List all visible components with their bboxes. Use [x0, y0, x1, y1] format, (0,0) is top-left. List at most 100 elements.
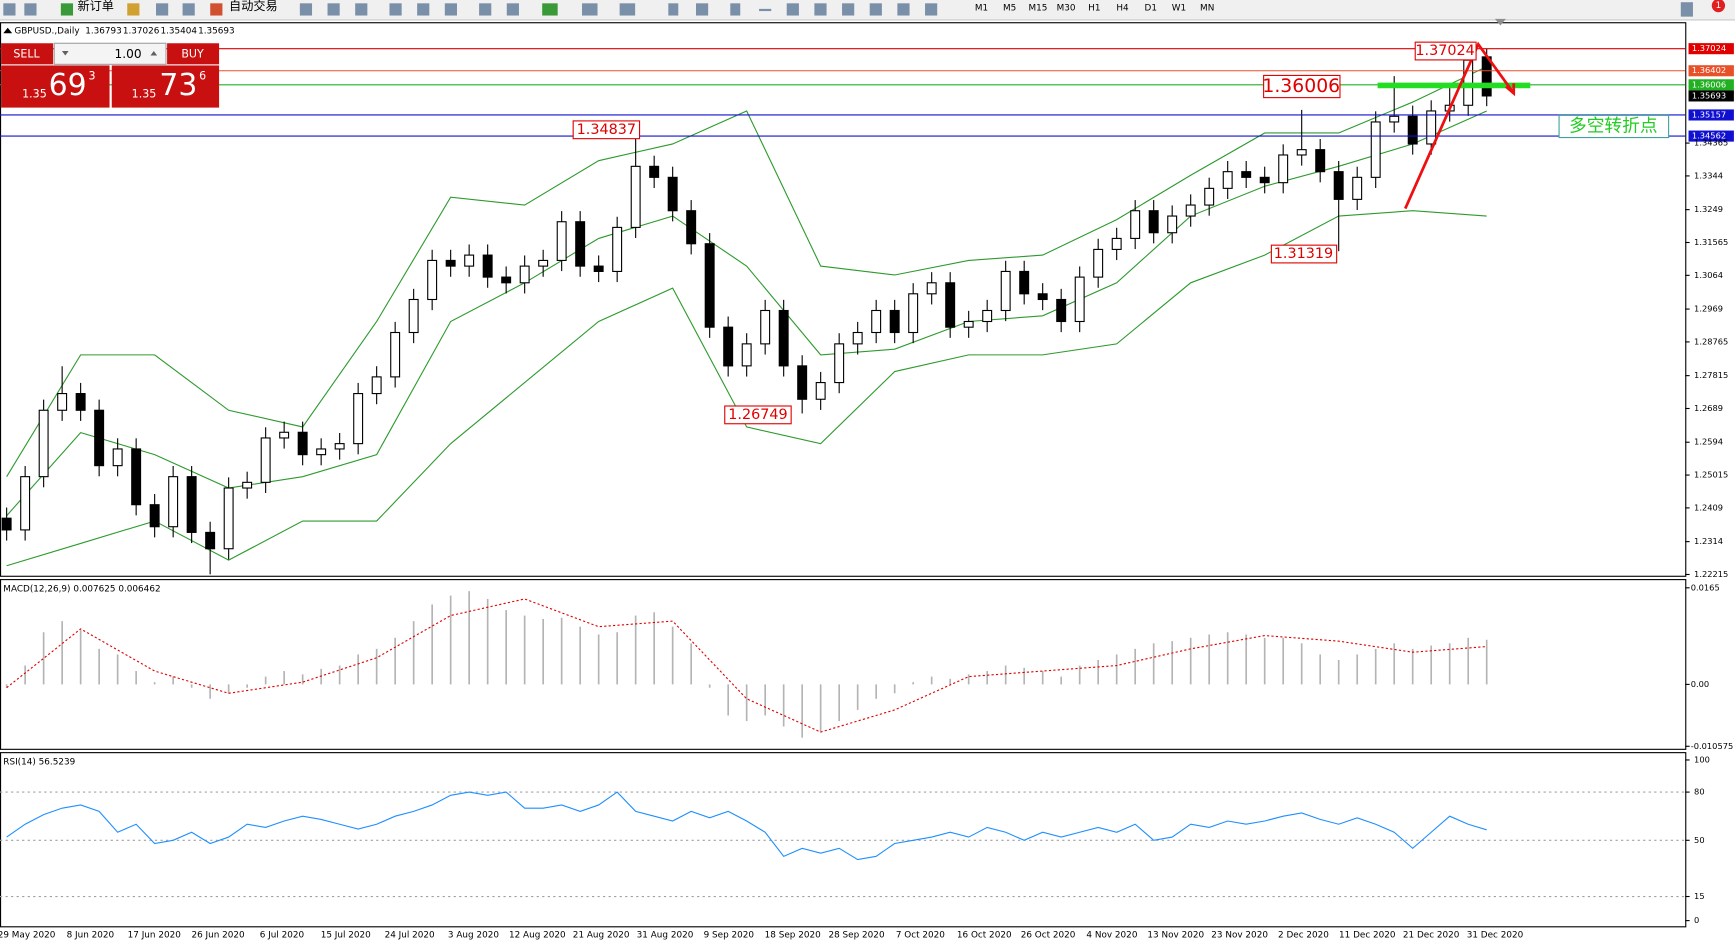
candle-body	[131, 448, 142, 506]
sell-label[interactable]: SELL	[13, 47, 40, 60]
y-tick-label: 1.31565	[1694, 237, 1728, 247]
icon[interactable]	[182, 3, 195, 16]
timeframe-button[interactable]: H1	[1088, 3, 1100, 13]
icon[interactable]	[842, 3, 855, 16]
icon[interactable]	[156, 3, 169, 16]
icon[interactable]	[3, 3, 16, 16]
icon[interactable]	[299, 3, 313, 16]
candle-body	[260, 437, 271, 483]
timeframe-button[interactable]: MN	[1200, 3, 1214, 13]
icon[interactable]	[127, 3, 140, 16]
timeframe-button[interactable]: D1	[1145, 3, 1157, 13]
x-tick-label: 7 Oct 2020	[896, 931, 945, 941]
icon[interactable]	[506, 3, 519, 16]
candle-body	[1296, 149, 1307, 156]
icon[interactable]	[786, 3, 799, 16]
icon[interactable]	[479, 3, 492, 16]
sell-price-pips[interactable]: 69	[49, 68, 87, 103]
icon[interactable]	[668, 3, 679, 16]
icon[interactable]	[389, 3, 402, 16]
macd-bar	[801, 684, 804, 738]
icon[interactable]	[24, 3, 37, 16]
candle-body	[760, 309, 771, 345]
chart-shift-marker	[1494, 18, 1506, 26]
icon[interactable]	[869, 3, 882, 16]
timeframe-button[interactable]: M15	[1028, 3, 1047, 13]
buy-price-pips[interactable]: 73	[159, 68, 197, 103]
candle-body	[982, 309, 993, 323]
buy-price-box[interactable]	[111, 65, 220, 108]
candle-body	[852, 331, 863, 345]
x-tick-label: 17 Jun 2020	[128, 931, 182, 941]
candle-body	[538, 259, 549, 267]
icon[interactable]	[542, 3, 558, 16]
y-tick-label: -0.010575	[1691, 741, 1734, 751]
annotation-high: 1.37024	[1415, 43, 1474, 59]
sell-button[interactable]	[1, 43, 54, 65]
alert-badge[interactable]	[1711, 0, 1726, 13]
macd-bar	[412, 621, 415, 685]
candle-body	[630, 165, 641, 228]
buy-label[interactable]: BUY	[181, 47, 204, 60]
x-tick-label: 4 Nov 2020	[1086, 931, 1137, 941]
icon[interactable]	[327, 3, 340, 16]
icon[interactable]	[444, 3, 457, 16]
candle-body	[20, 476, 31, 531]
arrow-head	[1505, 83, 1516, 97]
icon[interactable]	[210, 3, 223, 16]
timeframe-button[interactable]: M1	[975, 3, 988, 13]
y-tick-label: 50	[1694, 835, 1705, 845]
macd-bar	[1337, 659, 1340, 685]
lot-value[interactable]: 1.00	[115, 47, 142, 61]
annotation-swing-low: 1.26749	[728, 407, 787, 423]
timeframe-button[interactable]: H4	[1116, 3, 1129, 13]
x-tick-label: 23 Nov 2020	[1211, 931, 1268, 941]
icon[interactable]	[619, 3, 636, 16]
sell-price-base[interactable]: 1.35	[22, 87, 47, 100]
candle-body	[871, 309, 882, 334]
icon[interactable]	[814, 3, 827, 16]
candle-body	[519, 265, 530, 284]
candle-body	[1019, 270, 1030, 295]
candle-body	[1407, 115, 1418, 145]
macd-bar	[431, 604, 433, 685]
timeframe-button[interactable]: M5	[1003, 3, 1016, 13]
buy-button[interactable]	[167, 43, 220, 65]
lot-down[interactable]	[61, 51, 69, 56]
macd-bar	[1171, 641, 1174, 685]
icon[interactable]	[925, 3, 938, 16]
bollinger-upper	[6, 66, 1487, 477]
auto-trading-button[interactable]: 自动交易	[229, 0, 278, 13]
y-tick-label: 0.00	[1691, 679, 1709, 689]
y-tick-label: 80	[1694, 787, 1705, 797]
buy-price-base[interactable]: 1.35	[132, 87, 157, 100]
icon[interactable]	[60, 3, 74, 16]
icon[interactable]	[695, 3, 709, 16]
macd-bar	[1189, 637, 1192, 685]
icon[interactable]	[730, 3, 741, 16]
macd-bar	[727, 684, 729, 716]
lot-up[interactable]	[150, 51, 158, 56]
icon[interactable]	[897, 3, 910, 16]
buy-price-fraction[interactable]: 6	[199, 70, 206, 83]
rsi-panel	[0, 752, 1687, 928]
candle-body	[223, 487, 234, 550]
new-order-button[interactable]: 新订单	[77, 0, 113, 13]
icon[interactable]	[417, 3, 430, 16]
icon[interactable]	[759, 8, 772, 12]
macd-bar	[394, 637, 396, 685]
macd-bar	[523, 615, 526, 685]
icon[interactable]	[582, 3, 598, 16]
macd-bar	[616, 632, 618, 685]
candle-body	[723, 326, 734, 367]
sell-price-box[interactable]	[1, 65, 110, 108]
sell-price-fraction[interactable]: 3	[89, 70, 96, 83]
icon[interactable]	[1680, 2, 1693, 17]
macd-bar	[338, 665, 341, 685]
timeframe-button[interactable]: W1	[1172, 3, 1186, 13]
timeframe-button[interactable]: M30	[1057, 3, 1076, 13]
alert-count[interactable]: 1	[1716, 1, 1722, 11]
lot-input[interactable]	[53, 42, 167, 65]
macd-bar	[1263, 637, 1266, 685]
icon[interactable]	[355, 3, 368, 16]
